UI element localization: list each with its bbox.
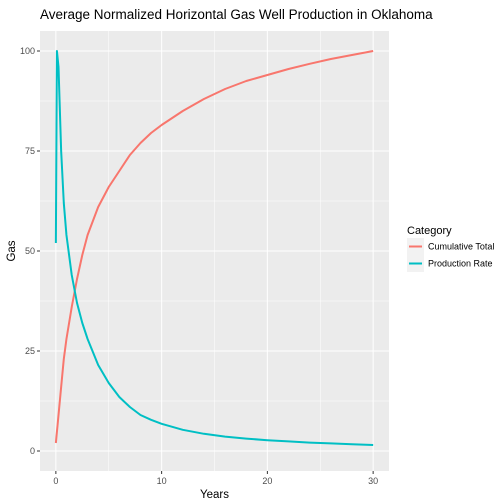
y-tick-label: 0 xyxy=(30,446,35,456)
series-lines xyxy=(54,50,374,446)
x-axis: 0 10 20 30 xyxy=(53,471,378,486)
x-axis-title: Years xyxy=(200,489,229,501)
x-tick-label: 30 xyxy=(368,476,378,486)
legend-title: Category xyxy=(407,225,452,237)
y-tick-label: 75 xyxy=(25,146,35,156)
y-axis-title: Gas xyxy=(6,240,18,261)
legend: Category Cumulative Total Production Rate xyxy=(407,225,494,272)
series-line-cumulative-total xyxy=(54,50,374,444)
y-tick-label: 50 xyxy=(25,246,35,256)
x-tick-label: 20 xyxy=(262,476,272,486)
x-tick-label: 0 xyxy=(53,476,58,486)
chart-title: Average Normalized Horizontal Gas Well P… xyxy=(40,7,433,22)
series-line-production-rate xyxy=(54,50,374,446)
x-tick-label: 10 xyxy=(157,476,167,486)
y-axis: 0 25 50 75 100 xyxy=(20,46,40,456)
y-tick-label: 25 xyxy=(25,346,35,356)
legend-label-production-rate: Production Rate xyxy=(428,259,493,269)
legend-label-cumulative-total: Cumulative Total xyxy=(428,242,494,252)
legend-items: Cumulative Total Production Rate xyxy=(407,238,494,272)
y-tick-label: 100 xyxy=(20,46,35,56)
